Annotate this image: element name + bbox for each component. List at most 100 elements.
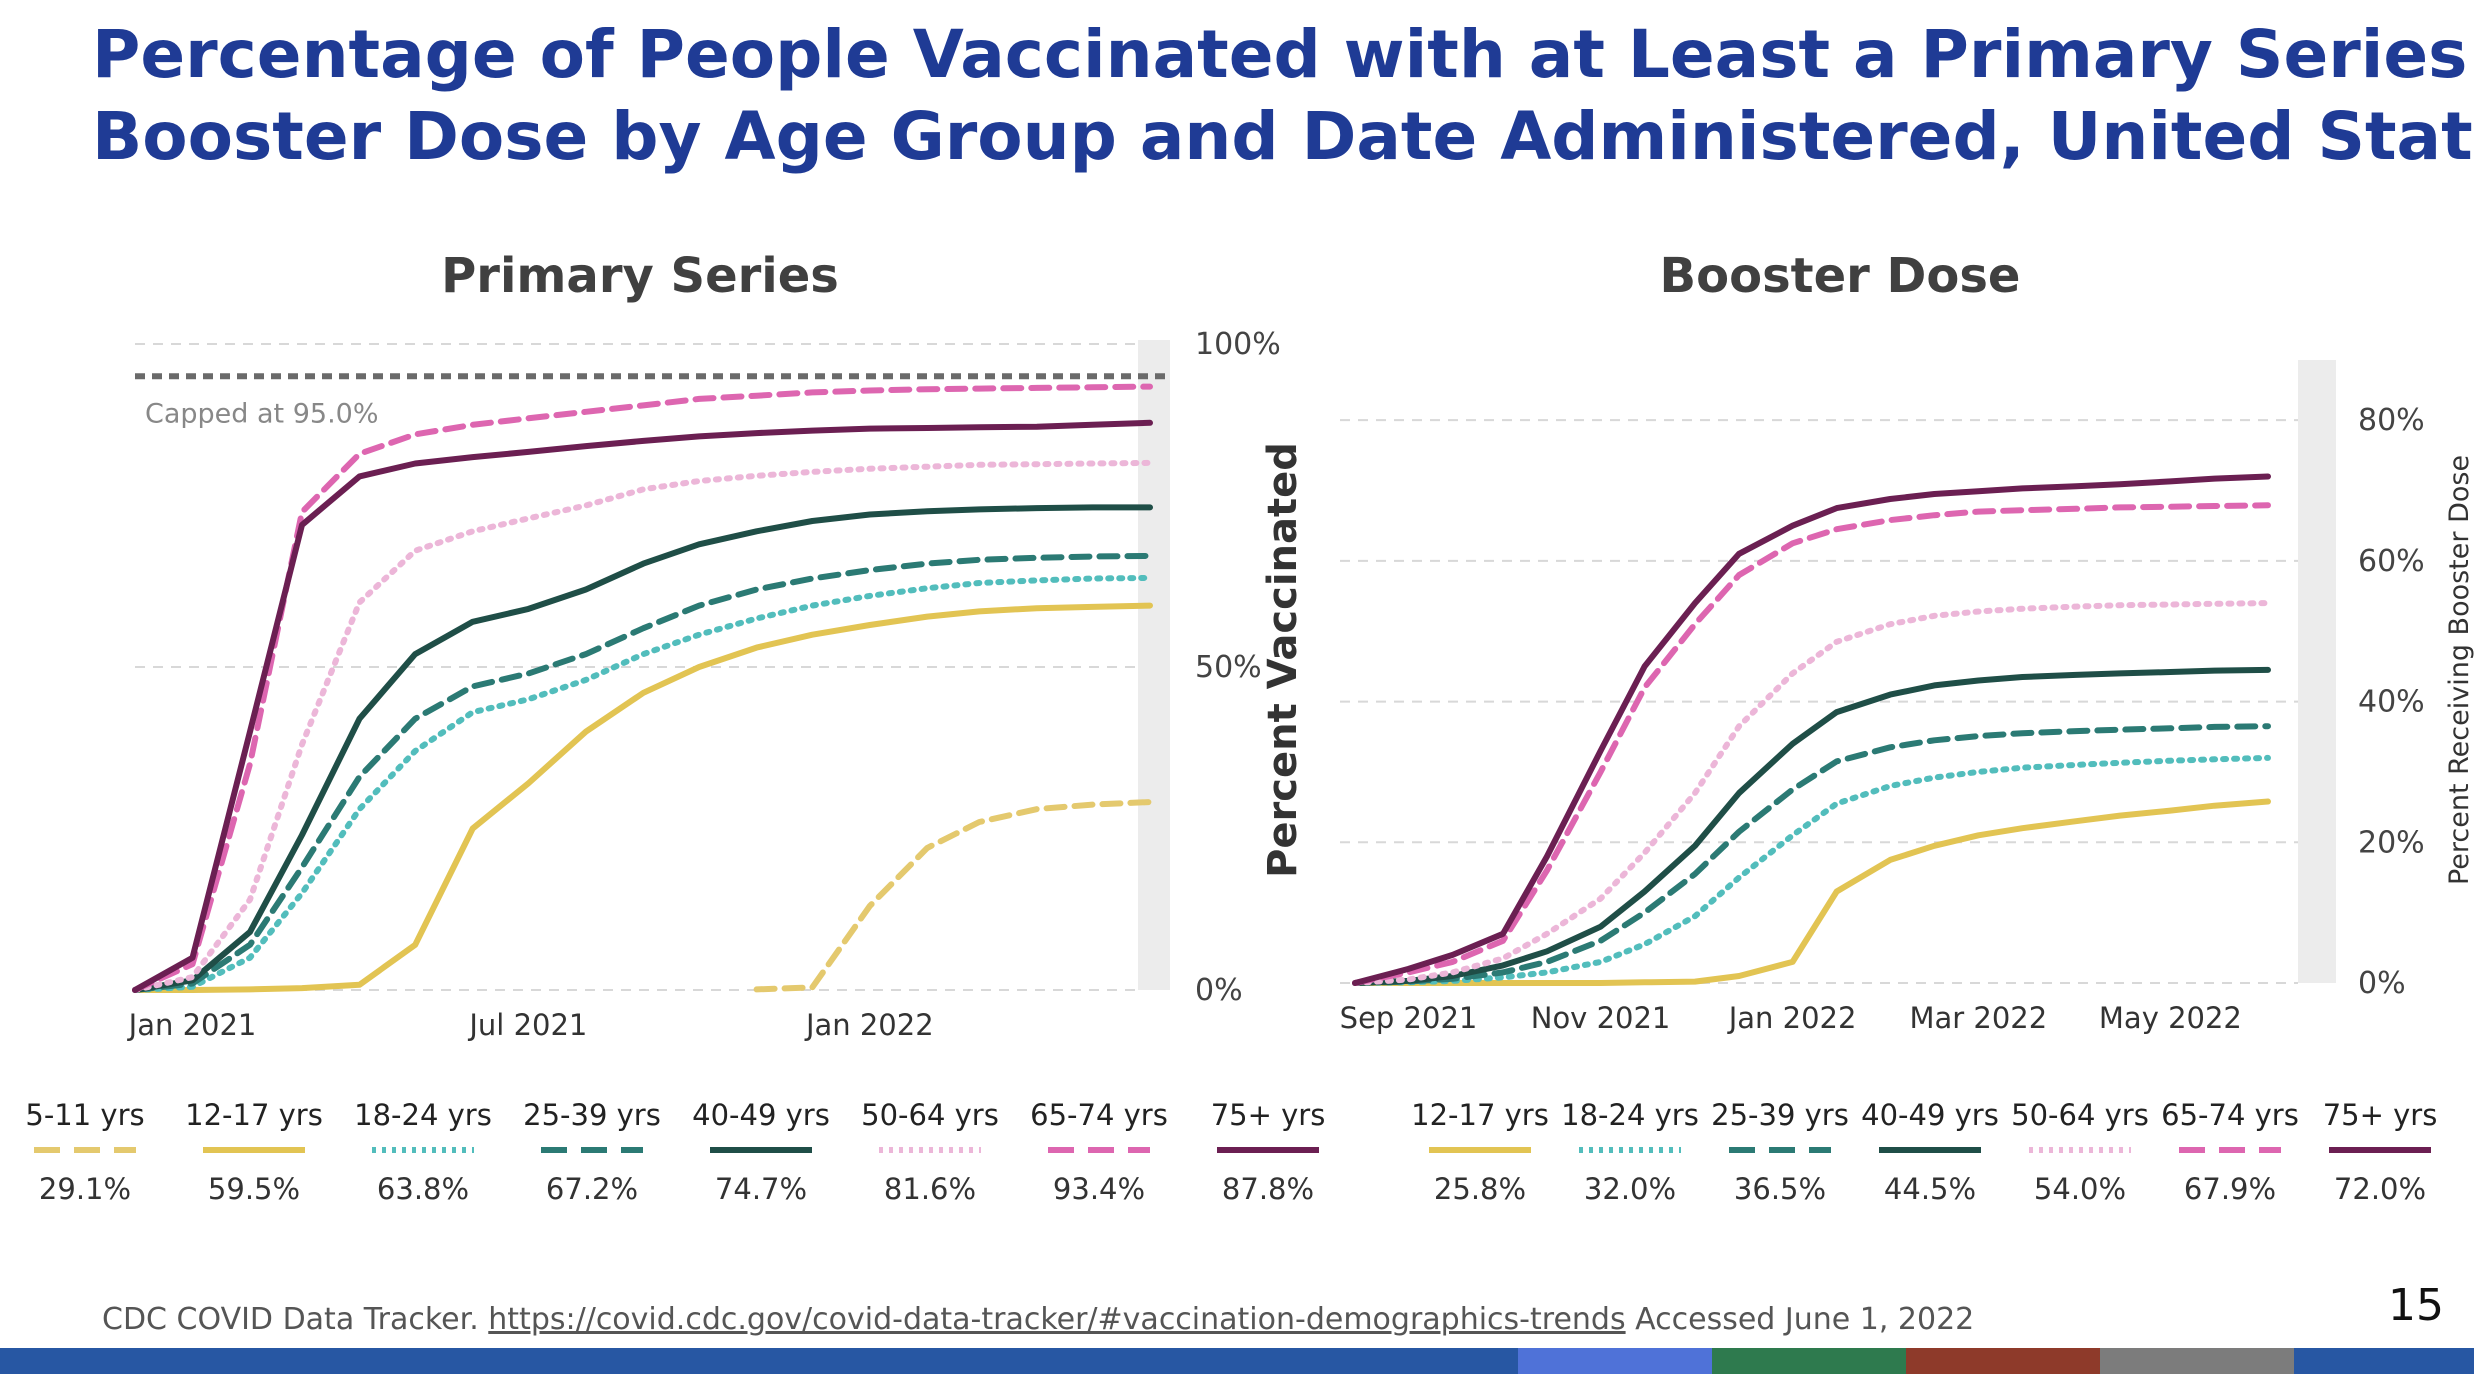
- legend-item-40-49: 40-49 yrs 74.7%: [686, 1098, 836, 1206]
- legend-value: 67.9%: [2183, 1172, 2277, 1206]
- legend-item-18-24: 18-24 yrs 32.0%: [1555, 1098, 1705, 1206]
- legend-label: 12-17 yrs: [185, 1098, 323, 1132]
- legend-swatch-25-39: [1729, 1147, 1831, 1153]
- series-line-12-17: [1352, 798, 2271, 986]
- series-line-12-17: [132, 602, 1153, 993]
- cap-annotation: Capped at 95.0%: [145, 398, 379, 429]
- legend-label: 40-49 yrs: [1861, 1098, 1999, 1132]
- legend-swatch-40-49: [710, 1147, 812, 1153]
- series-line-50-64: [132, 459, 1153, 993]
- x-tick-label: Mar 2022: [1909, 1001, 2047, 1035]
- y-tick-label: 0%: [1195, 973, 1243, 1008]
- legend-swatch-65-74: [2179, 1147, 2281, 1153]
- legend-swatch-50-64: [2029, 1147, 2131, 1153]
- legend-value: 72.0%: [2333, 1172, 2427, 1206]
- legend-item-50-64: 50-64 yrs 81.6%: [855, 1098, 1005, 1206]
- legend-value: 25.8%: [1433, 1172, 1527, 1206]
- legend-swatch-18-24: [1579, 1147, 1681, 1153]
- bottom-bar-segment: [2294, 1348, 2474, 1374]
- y-axis-title: Percent Receiving Booster Dose: [2444, 455, 2474, 885]
- legend-label: 50-64 yrs: [2011, 1098, 2149, 1132]
- series-line-25-39: [1352, 723, 2271, 986]
- legend-item-65-74: 65-74 yrs 67.9%: [2155, 1098, 2305, 1206]
- legend-item-65-74: 65-74 yrs 93.4%: [1024, 1098, 1174, 1206]
- bottom-bar-segment: [2100, 1348, 2294, 1374]
- series-line-18-24: [1352, 754, 2271, 986]
- legend-label: 40-49 yrs: [692, 1098, 830, 1132]
- x-tick-label: Jan 2022: [804, 1008, 934, 1042]
- legend-item-75+: 75+ yrs 87.8%: [1193, 1098, 1343, 1206]
- legend-item-40-49: 40-49 yrs 44.5%: [1855, 1098, 2005, 1206]
- y-tick-label: 80%: [2358, 403, 2425, 438]
- x-tick-label: Nov 2021: [1531, 1001, 1671, 1035]
- series-line-25-39: [132, 552, 1153, 993]
- primary-series-chart: 0% 50% 100% Jan 2021 Jul 2021 Jan 2022 Capped …: [127, 327, 1306, 1042]
- legend-value: 32.0%: [1583, 1172, 1677, 1206]
- legend-label: 65-74 yrs: [1030, 1098, 1168, 1132]
- legend-item-50-64: 50-64 yrs 54.0%: [2005, 1098, 2155, 1206]
- legend-label: 12-17 yrs: [1411, 1098, 1549, 1132]
- legend-swatch-75+: [2329, 1147, 2431, 1153]
- latest-data-band: [1138, 340, 1170, 990]
- page-number: 15: [2388, 1280, 2444, 1331]
- legend-item-12-17: 12-17 yrs 59.5%: [179, 1098, 329, 1206]
- legend-value: 93.4%: [1052, 1172, 1146, 1206]
- legend-item-75+: 75+ yrs 72.0%: [2305, 1098, 2455, 1206]
- bottom-bar-segment: [0, 1348, 1518, 1374]
- latest-data-band: [2298, 360, 2336, 983]
- bottom-color-bar: [0, 1348, 2474, 1374]
- x-tick-label: Jan 2021: [127, 1008, 257, 1042]
- x-tick-label: Jul 2021: [467, 1008, 587, 1042]
- legend-value: 36.5%: [1733, 1172, 1827, 1206]
- legend-swatch-40-49: [1879, 1147, 1981, 1153]
- legend-value: 59.5%: [207, 1172, 301, 1206]
- legend-item-25-39: 25-39 yrs 36.5%: [1705, 1098, 1855, 1206]
- legend-swatch-25-39: [541, 1147, 643, 1153]
- primary-series-title: Primary Series: [441, 248, 839, 304]
- legend-value: 63.8%: [376, 1172, 470, 1206]
- y-tick-label: 0%: [2358, 966, 2406, 1001]
- legend-label: 50-64 yrs: [861, 1098, 999, 1132]
- legend-item-18-24: 18-24 yrs 63.8%: [348, 1098, 498, 1206]
- legend-label: 75+ yrs: [2322, 1098, 2438, 1132]
- primary-series-legend: 5-11 yrs 29.1% 12-17 yrs 59.5% 18-24 yrs 63.8…: [10, 1098, 1330, 1228]
- legend-value: 67.2%: [545, 1172, 639, 1206]
- x-tick-label: May 2022: [2099, 1001, 2242, 1035]
- legend-value: 54.0%: [2033, 1172, 2127, 1206]
- series-line-40-49: [132, 504, 1153, 993]
- y-tick-label: 40%: [2358, 685, 2425, 720]
- x-tick-label: Sep 2021: [1340, 1001, 1478, 1035]
- legend-label: 18-24 yrs: [1561, 1098, 1699, 1132]
- booster-dose-legend: 12-17 yrs 25.8% 18-24 yrs 32.0% 25-39 yrs 36.…: [1405, 1098, 2445, 1228]
- series-line-40-49: [1352, 666, 2271, 986]
- legend-swatch-12-17: [1429, 1147, 1531, 1153]
- legend-item-5-11: 5-11 yrs 29.1%: [10, 1098, 160, 1206]
- slide-title: Percentage of People Vaccinated with at …: [92, 14, 2474, 178]
- legend-item-12-17: 12-17 yrs 25.8%: [1405, 1098, 1555, 1206]
- legend-label: 75+ yrs: [1210, 1098, 1326, 1132]
- series-line-75+: [132, 419, 1153, 993]
- legend-label: 25-39 yrs: [1711, 1098, 1849, 1132]
- x-tick-label: Jan 2022: [1727, 1001, 1857, 1035]
- legend-swatch-5-11: [34, 1147, 136, 1153]
- legend-value: 87.8%: [1221, 1172, 1315, 1206]
- y-tick-label: 20%: [2358, 825, 2425, 860]
- booster-dose-chart: 0% 20% 40% 60% 80% Sep 2021 Nov 2021 Jan 2022 Ma…: [1340, 360, 2474, 1035]
- legend-value: 29.1%: [38, 1172, 132, 1206]
- legend-swatch-12-17: [203, 1147, 305, 1153]
- legend-item-25-39: 25-39 yrs 67.2%: [517, 1098, 667, 1206]
- series-line-18-24: [132, 574, 1153, 993]
- legend-value: 81.6%: [883, 1172, 977, 1206]
- legend-swatch-18-24: [372, 1147, 474, 1153]
- source-citation: CDC COVID Data Tracker. https://covid.cd…: [102, 1302, 1974, 1337]
- source-link[interactable]: https://covid.cdc.gov/covid-data-tracker…: [488, 1302, 1626, 1337]
- series-line-50-64: [1352, 600, 2271, 986]
- bottom-bar-segment: [1518, 1348, 1712, 1374]
- series-line-75+: [1352, 473, 2271, 986]
- y-axis-title: Percent Vaccinated: [1260, 442, 1306, 878]
- legend-swatch-50-64: [879, 1147, 981, 1153]
- slide-title-line-2: Booster Dose by Age Group and Date Admin…: [92, 98, 2474, 175]
- bottom-bar-segment: [1906, 1348, 2100, 1374]
- legend-label: 25-39 yrs: [523, 1098, 661, 1132]
- y-tick-label: 50%: [1195, 650, 1262, 685]
